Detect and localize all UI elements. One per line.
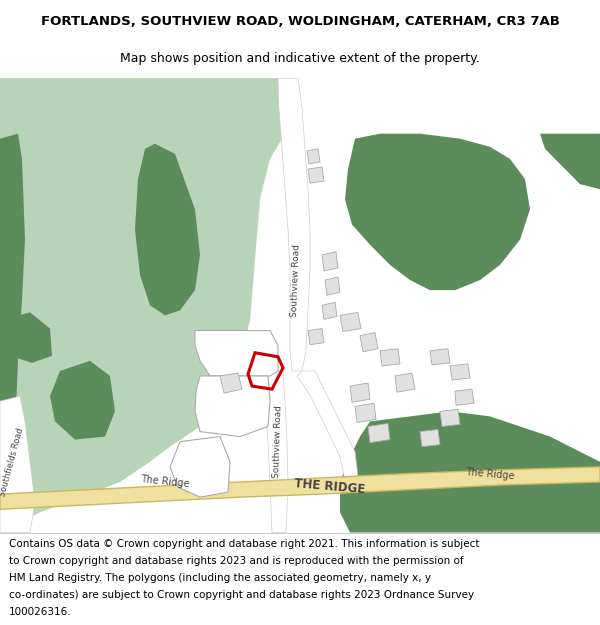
Polygon shape	[450, 364, 470, 380]
Polygon shape	[368, 424, 390, 442]
Text: HM Land Registry. The polygons (including the associated geometry, namely x, y: HM Land Registry. The polygons (includin…	[9, 573, 431, 583]
Polygon shape	[345, 134, 530, 290]
Polygon shape	[170, 437, 230, 497]
Polygon shape	[195, 331, 278, 376]
Polygon shape	[395, 373, 415, 392]
Polygon shape	[440, 409, 460, 426]
Polygon shape	[135, 144, 200, 316]
Polygon shape	[0, 78, 285, 532]
Text: Southview Road: Southview Road	[290, 244, 302, 317]
Polygon shape	[278, 78, 310, 371]
Text: Southview Road: Southview Road	[272, 405, 284, 478]
Polygon shape	[350, 383, 370, 402]
Polygon shape	[195, 376, 270, 437]
Polygon shape	[263, 371, 288, 532]
Text: Southfields Road: Southfields Road	[0, 426, 26, 498]
Polygon shape	[308, 329, 324, 345]
Polygon shape	[340, 312, 361, 332]
Polygon shape	[322, 252, 338, 271]
Polygon shape	[540, 134, 600, 189]
Polygon shape	[0, 134, 25, 472]
Polygon shape	[50, 361, 115, 439]
Polygon shape	[420, 429, 440, 447]
Polygon shape	[355, 403, 376, 422]
Polygon shape	[455, 389, 474, 405]
Text: THE RIDGE: THE RIDGE	[294, 478, 366, 497]
Polygon shape	[297, 371, 358, 480]
Text: Contains OS data © Crown copyright and database right 2021. This information is : Contains OS data © Crown copyright and d…	[9, 539, 479, 549]
Polygon shape	[340, 411, 600, 532]
Polygon shape	[307, 149, 320, 164]
Text: FORTLANDS, SOUTHVIEW ROAD, WOLDINGHAM, CATERHAM, CR3 7AB: FORTLANDS, SOUTHVIEW ROAD, WOLDINGHAM, C…	[41, 16, 559, 28]
Polygon shape	[0, 312, 52, 363]
Polygon shape	[308, 167, 324, 183]
Polygon shape	[220, 373, 242, 393]
Text: The Ridge: The Ridge	[140, 474, 190, 489]
Polygon shape	[430, 349, 450, 365]
Text: to Crown copyright and database rights 2023 and is reproduced with the permissio: to Crown copyright and database rights 2…	[9, 556, 464, 566]
Text: 100026316.: 100026316.	[9, 608, 71, 618]
Polygon shape	[360, 332, 378, 352]
Polygon shape	[0, 467, 600, 509]
Text: The Ridge: The Ridge	[465, 467, 515, 481]
Polygon shape	[322, 302, 337, 319]
Polygon shape	[325, 277, 340, 295]
Polygon shape	[380, 349, 400, 366]
Text: co-ordinates) are subject to Crown copyright and database rights 2023 Ordnance S: co-ordinates) are subject to Crown copyr…	[9, 590, 474, 600]
Text: Map shows position and indicative extent of the property.: Map shows position and indicative extent…	[120, 52, 480, 65]
Polygon shape	[0, 396, 35, 532]
